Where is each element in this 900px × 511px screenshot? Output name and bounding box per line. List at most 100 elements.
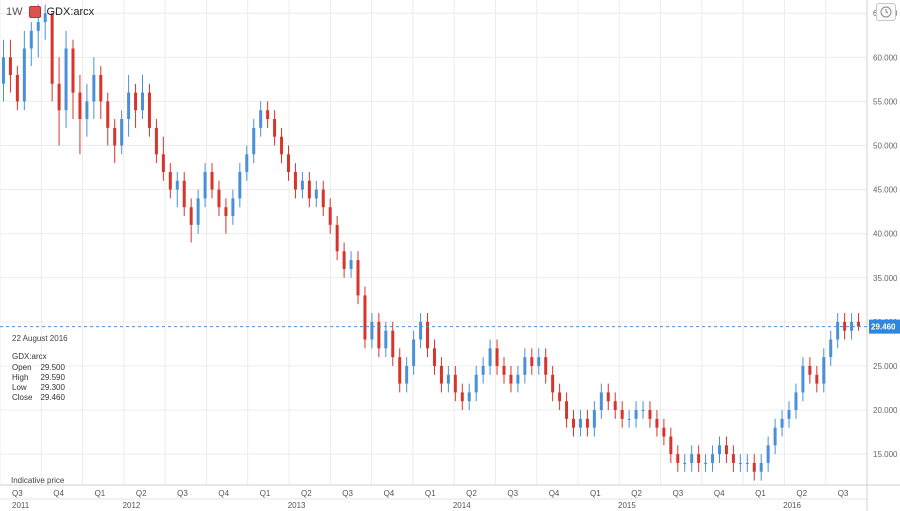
candle-body (22, 48, 26, 102)
y-tick-label: 50.000 (873, 142, 898, 151)
candle-body (780, 418, 784, 428)
candle-body (773, 427, 777, 446)
info-symbol: GDX:arcx (12, 352, 47, 361)
x-quarter-label: Q1 (95, 489, 106, 498)
candle-body (224, 207, 228, 217)
candle-body (537, 357, 541, 366)
ohlc-value: 29.300 (40, 383, 65, 392)
candle-body (738, 462, 742, 464)
x-quarter-label: Q4 (714, 489, 725, 498)
candle-body (745, 462, 749, 464)
candle-body (606, 392, 610, 402)
candle-body (175, 180, 179, 190)
candle-body (280, 136, 284, 155)
x-quarter-label: Q1 (590, 489, 601, 498)
candle-body (245, 154, 249, 172)
x-year-label: 2014 (453, 501, 471, 510)
candle-body (266, 110, 270, 120)
symbol-label[interactable]: GDX:arcx (46, 6, 95, 18)
candle-body (1, 57, 5, 84)
y-tick-label: 60.000 (873, 53, 898, 62)
x-quarter-label: Q2 (136, 489, 147, 498)
candle-body (127, 92, 131, 120)
candle-body (641, 410, 645, 412)
candle-body (370, 321, 374, 340)
candle-body (794, 392, 798, 411)
ohlc-label: Close (12, 393, 33, 402)
candle-body (453, 374, 457, 393)
candle-body (85, 101, 89, 120)
candle-body (29, 30, 33, 49)
candle-body (273, 119, 277, 137)
y-tick-label: 40.000 (873, 230, 898, 239)
candle-body (516, 374, 520, 384)
x-quarter-label: Q3 (507, 489, 518, 498)
candle-body (314, 189, 318, 199)
candle-body (432, 348, 436, 366)
ohlc-value: 29.460 (40, 393, 65, 402)
clock-button[interactable] (876, 3, 896, 21)
candle-body (731, 454, 735, 463)
x-year-label: 2016 (783, 501, 801, 510)
ohlc-label: Low (12, 383, 27, 392)
candle-body (391, 330, 395, 358)
x-quarter-label: Q1 (425, 489, 436, 498)
candle-body (210, 171, 214, 190)
candle-body (627, 418, 631, 420)
candle-body (634, 410, 638, 419)
candle-body (857, 321, 861, 327)
candle-body (711, 454, 715, 463)
candle-body (523, 357, 527, 375)
candle-body (398, 357, 402, 384)
candle-body (752, 462, 756, 472)
candle-body (321, 189, 325, 208)
y-tick-label: 15.000 (873, 450, 898, 459)
interval-label[interactable]: 1W (6, 6, 23, 18)
candle-body (460, 392, 464, 402)
x-quarter-label: Q2 (631, 489, 642, 498)
candle-body (801, 365, 805, 393)
candle-body (203, 171, 207, 199)
candle-body (766, 445, 770, 463)
candle-body (808, 365, 812, 375)
ohlc-row-high: High 29.590 (12, 373, 73, 383)
candle-body (850, 321, 854, 331)
candle-body (578, 418, 582, 428)
candle-body (363, 295, 367, 340)
candle-body (300, 180, 304, 190)
candle-body (238, 171, 242, 199)
candle-body (8, 57, 12, 75)
x-quarter-label: Q3 (177, 489, 188, 498)
candle-body (134, 92, 138, 111)
x-quarter-label: Q2 (301, 489, 312, 498)
candle-body (217, 189, 221, 208)
candle-body (377, 321, 381, 349)
ohlc-value: 29.500 (40, 363, 65, 372)
candle-body (259, 110, 263, 128)
info-date: 22 August 2016 (12, 334, 68, 343)
candle-body (161, 154, 165, 172)
x-quarter-label: Q3 (12, 489, 23, 498)
candle-body (64, 48, 68, 111)
x-year-label: 2012 (123, 501, 141, 510)
candle-body (419, 321, 423, 340)
candle-body (446, 374, 450, 384)
candle-body (50, 13, 54, 84)
x-quarter-label: Q3 (342, 489, 353, 498)
candle-body (620, 410, 624, 419)
candle-body (787, 410, 791, 419)
candle-body (141, 92, 145, 111)
candle-body (530, 357, 534, 366)
candle-body (328, 207, 332, 225)
y-tick-label: 55.000 (873, 97, 898, 106)
candle-body (113, 127, 117, 146)
candle-body (558, 392, 562, 402)
candle-body (474, 374, 478, 393)
candle-body (690, 454, 694, 463)
candle-body (509, 374, 513, 384)
candle-body (168, 171, 172, 190)
candle-body (836, 321, 840, 340)
